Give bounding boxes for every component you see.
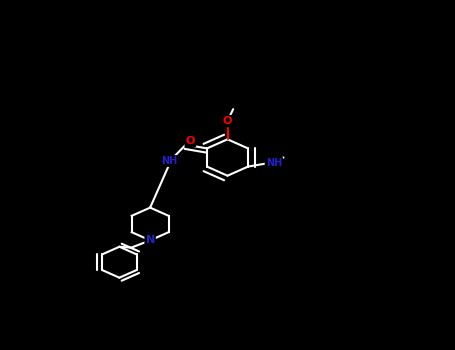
Text: NH: NH — [161, 156, 177, 166]
Text: NH: NH — [266, 158, 282, 168]
Text: N: N — [146, 236, 155, 245]
Text: O: O — [186, 136, 195, 146]
Text: O: O — [223, 116, 232, 126]
